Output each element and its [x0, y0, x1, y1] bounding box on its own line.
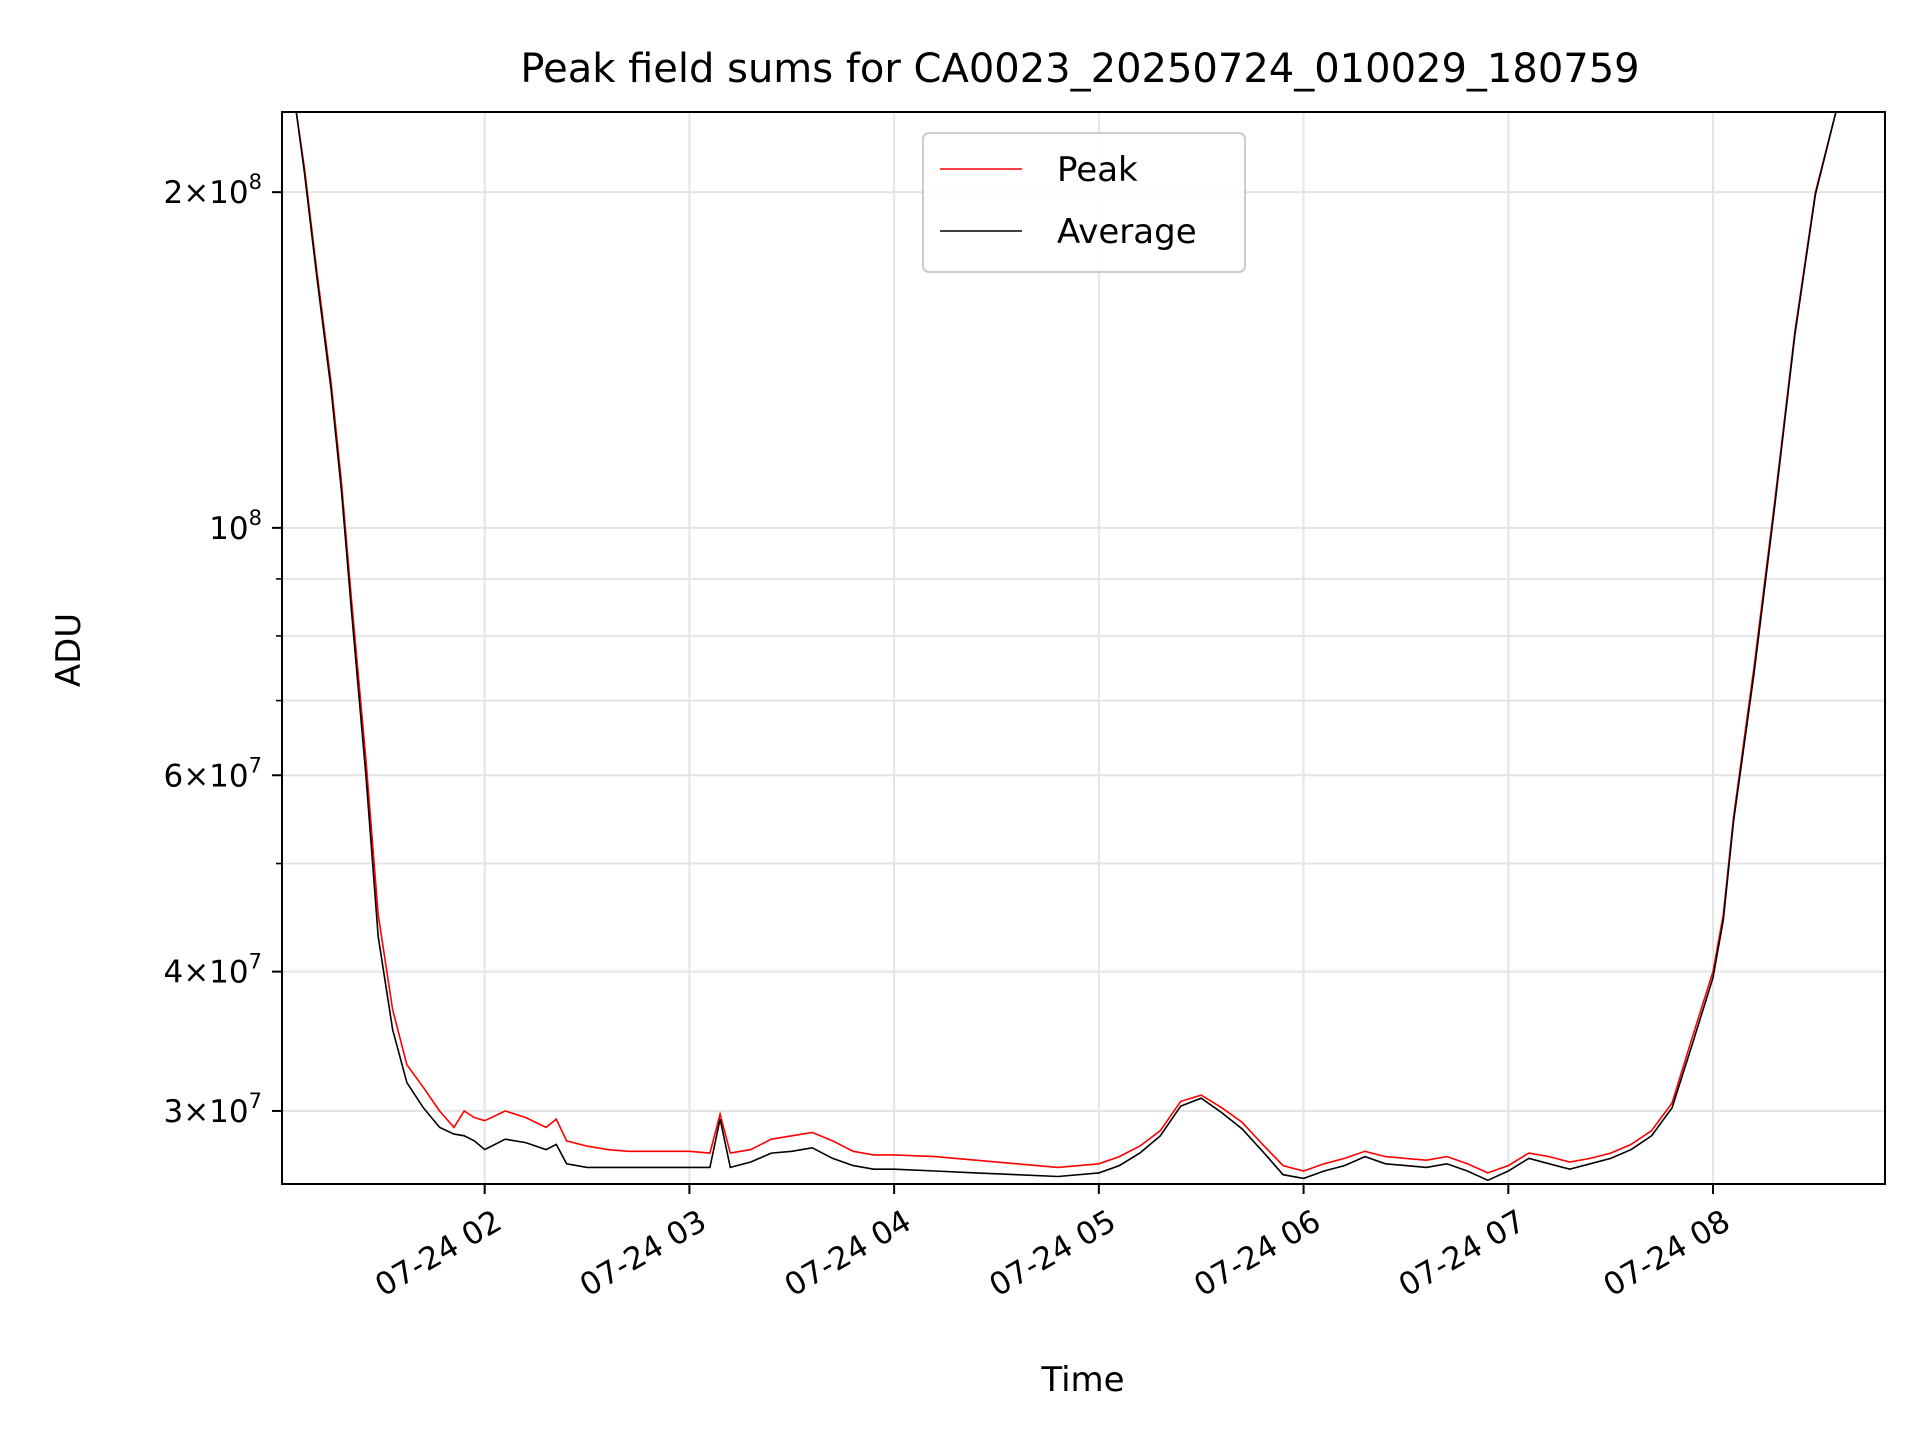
y-tick-label: 2×108 [163, 170, 262, 211]
series-line-peak [282, 111, 1885, 1174]
legend-label-average: Average [1057, 212, 1197, 252]
y-tick-label: 3×107 [163, 1089, 262, 1130]
y-axis-label: ADU [49, 613, 89, 687]
y-tick-exponent: 8 [249, 170, 262, 194]
y-tick-label: 4×107 [163, 950, 262, 991]
y-tick-mantissa: 4 [163, 955, 183, 991]
y-tick-mantissa: 2 [163, 175, 183, 211]
grid [282, 112, 1885, 1184]
y-tick-exponent: 7 [249, 950, 262, 974]
y-tick-mantissa: 3 [163, 1094, 183, 1130]
series-line-average [282, 111, 1885, 1182]
series-layer [282, 111, 1885, 1182]
y-tick-times: ×10 [183, 175, 248, 211]
y-tick-exponent: 7 [249, 1089, 262, 1113]
legend-box [922, 132, 1246, 273]
y-tick-mantissa: 6 [163, 758, 183, 794]
legend-label-peak: Peak [1057, 150, 1138, 190]
y-tick-times: ×10 [183, 758, 248, 794]
chart-title: Peak field sums for CA0023_20250724_0100… [520, 46, 1639, 92]
plot-area-frame [281, 111, 1886, 1185]
x-axis-label: Time [1040, 1360, 1124, 1400]
y-tick-exponent: 8 [249, 506, 262, 530]
y-tick-label: 6×107 [163, 753, 262, 794]
y-tick-base: 10 [209, 511, 248, 547]
y-tick-times: ×10 [183, 955, 248, 991]
y-tick-label: 108 [209, 506, 262, 547]
y-tick-times: ×10 [183, 1094, 248, 1130]
y-tick-exponent: 7 [249, 753, 262, 777]
legend: Peak Average [922, 132, 1246, 273]
